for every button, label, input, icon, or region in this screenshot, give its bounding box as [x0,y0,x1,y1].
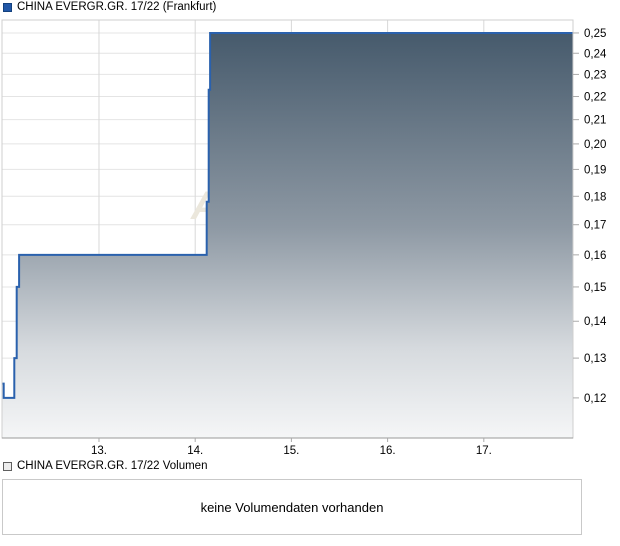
y-axis-label: 0,14 [584,316,607,328]
y-axis-label: 0,15 [584,282,606,294]
price-series-legend-label: CHINA EVERGR.GR. 17/22 (Frankfurt) [17,1,217,13]
price-series-legend: CHINA EVERGR.GR. 17/22 (Frankfurt) [3,1,217,13]
x-axis-label: 16. [380,445,396,457]
volume-series-swatch-icon [3,462,12,471]
price-chart: A0,120,130,140,150,160,170,180,190,200,2… [1,19,607,457]
y-axis-label: 0,22 [584,92,606,104]
x-axis-label: 14. [187,445,203,457]
y-axis-label: 0,20 [584,139,606,151]
volume-empty-message: keine Volumendaten vorhanden [200,499,384,515]
y-axis-label: 0,23 [584,69,606,81]
volume-panel: keine Volumendaten vorhanden [2,479,582,535]
volume-series-legend-label: CHINA EVERGR.GR. 17/22 Volumen [17,460,208,472]
y-axis-label: 0,19 [584,164,606,176]
y-axis-label: 0,13 [584,353,606,365]
y-axis-label: 0,16 [584,250,606,262]
y-axis-label: 0,25 [584,28,606,40]
volume-series-legend: CHINA EVERGR.GR. 17/22 Volumen [3,460,208,472]
y-axis-label: 0,17 [584,220,606,232]
price-step-line [2,32,573,399]
x-axis-label: 13. [91,445,107,457]
x-axis-label: 15. [283,445,299,457]
x-axis-label: 17. [476,445,492,457]
y-axis-label: 0,18 [584,191,606,203]
y-axis-label: 0,12 [584,393,606,405]
price-series-swatch-icon [3,3,12,12]
y-axis-label: 0,24 [584,48,607,60]
price-area-fill [2,33,574,438]
y-axis-label: 0,21 [584,115,606,127]
